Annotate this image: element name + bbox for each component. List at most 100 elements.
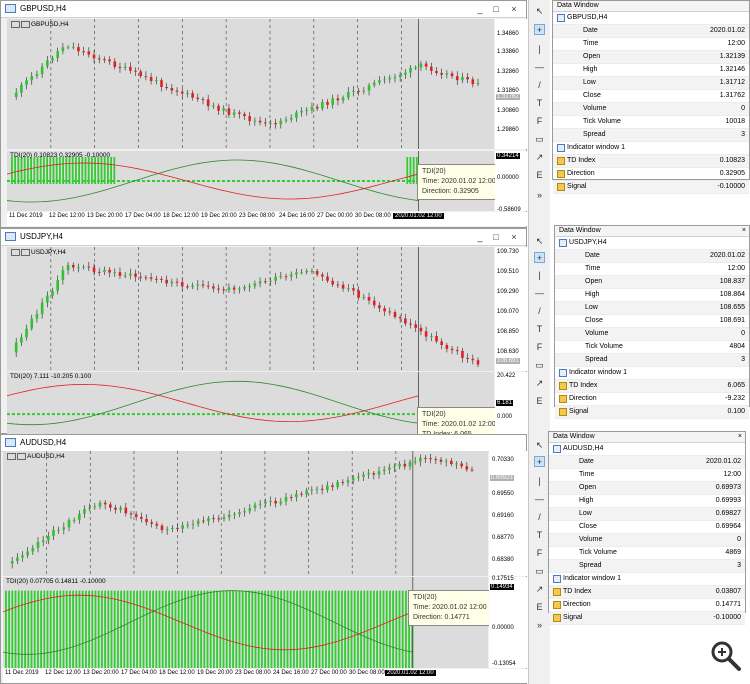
vertical-line-icon[interactable]: | (538, 476, 541, 486)
more-icon[interactable]: » (536, 620, 542, 630)
crosshair-icon[interactable]: + (534, 456, 545, 467)
window-titlebar[interactable]: USDJPY,H4 _ □ × (1, 229, 526, 246)
td-bar (43, 590, 46, 668)
candle (118, 272, 122, 276)
price-chart[interactable]: AUDUSD,H4 (3, 451, 488, 576)
arrows-icon[interactable]: ↗ (535, 152, 544, 162)
vertical-line-icon[interactable]: | (538, 44, 541, 54)
candle (232, 287, 236, 290)
candle (114, 507, 117, 510)
window-titlebar[interactable]: GBPUSD,H4 _ □ × (1, 1, 526, 18)
trendline-icon[interactable]: / (538, 512, 541, 522)
indicator-icon (559, 382, 567, 390)
close-icon[interactable]: × (737, 433, 742, 440)
fibonacci-icon[interactable]: F (536, 342, 543, 352)
elliott-icon[interactable]: E (536, 170, 543, 180)
fibonacci-icon[interactable]: F (536, 548, 543, 558)
candle (269, 500, 272, 502)
price-chart[interactable]: GBPUSD,H4 (7, 19, 494, 149)
chart-window-gbpusd[interactable]: GBPUSD,H4 _ □ × GBPUSD,H4 1.34860 1.3386… (0, 0, 527, 228)
td-bar (337, 590, 340, 668)
chart-window-audusd[interactable]: AUDUSD,H4 AUDUSD,H4 0.70330 0.69923 0.69… (0, 434, 527, 684)
td-bar (21, 590, 23, 668)
close-button[interactable]: × (511, 232, 517, 242)
indicator-group-row[interactable]: Indicator window 1 (553, 142, 749, 155)
candle (435, 335, 438, 342)
price-axis[interactable]: 1.34860 1.33860 1.32860 1.31860 1.31762 … (495, 19, 527, 149)
close-button[interactable]: × (511, 4, 517, 14)
minimize-button[interactable]: _ (477, 4, 483, 14)
indicator-pane[interactable]: TDI(20) 7.111 -10.205 0.100 TDI(20) Time… (6, 372, 501, 443)
td-bar (273, 590, 276, 668)
indicator-group-row[interactable]: Indicator window 1 (555, 367, 749, 380)
arrows-icon[interactable]: ↗ (535, 378, 544, 388)
price-axis[interactable]: 0.70330 0.69923 0.69550 0.69160 0.68770 … (489, 451, 527, 576)
symbol-row[interactable]: USDJPY,H4 (555, 237, 749, 250)
chart-window-usdjpy[interactable]: USDJPY,H4 _ □ × USDJPY,H4 109.730 109.51… (0, 228, 527, 443)
data-window-audusd[interactable]: Data Window × AUDUSD,H4 Date 2020.01.02 Ti… (548, 431, 746, 625)
shapes-icon[interactable]: ▭ (535, 566, 544, 576)
candle (279, 501, 283, 504)
text-icon[interactable]: T (536, 530, 543, 540)
text-icon[interactable]: T (536, 324, 543, 334)
shapes-icon[interactable]: ▭ (535, 360, 544, 370)
time-axis[interactable]: 11 Dec 2019 12 Dec 12:00 13 Dec 20:00 17… (7, 212, 527, 226)
symbol-row[interactable]: AUDUSD,H4 (549, 443, 745, 456)
candle (40, 66, 44, 75)
horizontal-line-icon[interactable]: — (535, 494, 544, 504)
indicator-axis[interactable]: 0.34214 0.00000 -0.58609 (495, 151, 527, 213)
cursor-icon[interactable]: ↖ (535, 440, 544, 450)
indicator-pane[interactable]: TDI(20) 0.07705 0.14811 -0.10000 TDI(20)… (2, 577, 492, 668)
candle (378, 305, 381, 309)
crosshair-icon[interactable]: + (534, 252, 545, 263)
indicator-axis[interactable]: 20.422 6.181 0.000 (495, 372, 527, 434)
horizontal-line-icon[interactable]: — (535, 288, 544, 298)
symbol-row[interactable]: GBPUSD,H4 (553, 12, 749, 25)
cursor-icon[interactable]: ↖ (535, 236, 544, 246)
indicator-axis[interactable]: 0.17515 0.14934 0.00000 -0.13054 (489, 576, 527, 668)
window-titlebar[interactable]: AUDUSD,H4 (1, 435, 526, 452)
minimize-button[interactable]: _ (477, 232, 483, 242)
candle (46, 60, 49, 67)
td-bar (267, 590, 270, 668)
candle (300, 493, 303, 495)
indicator-group-row[interactable]: Indicator window 1 (549, 573, 745, 586)
indicator-pane[interactable]: TDI(20) 0.10823 0.32905 -0.10000 TDI(20)… (6, 151, 501, 211)
trendline-icon[interactable]: / (538, 80, 541, 90)
candle (414, 67, 418, 69)
time-tick: 13 Dec 20:00 (83, 670, 119, 676)
vertical-line-icon[interactable]: | (538, 270, 541, 280)
price-chart[interactable]: USDJPY,H4 (7, 247, 494, 371)
close-icon[interactable]: × (741, 227, 746, 234)
indicator-label: TDI(20) 7.111 -10.205 0.100 (10, 373, 92, 380)
data-window-usdjpy[interactable]: Data Window × USDJPY,H4 Date 2020.01.02 Ti… (554, 225, 750, 419)
maximize-button[interactable]: □ (493, 232, 499, 242)
more-icon[interactable]: » (536, 190, 542, 200)
zoom-in-icon[interactable] (708, 638, 742, 672)
fibonacci-icon[interactable]: F (536, 116, 543, 126)
td-bar (200, 590, 202, 668)
candle (471, 79, 475, 85)
candle (372, 473, 376, 475)
data-row: Tick Volume 4804 (555, 341, 749, 354)
trendline-icon[interactable]: / (538, 306, 541, 316)
elliott-icon[interactable]: E (536, 602, 543, 612)
maximize-button[interactable]: □ (493, 4, 499, 14)
candle (97, 58, 101, 60)
shapes-icon[interactable]: ▭ (535, 134, 544, 144)
data-window-gbpusd[interactable]: Data Window GBPUSD,H4 Date 2020.01.02 Tim… (552, 0, 750, 194)
candle (326, 276, 329, 281)
candle (144, 277, 148, 279)
time-axis[interactable]: 11 Dec 2019 12 Dec 12:00 13 Dec 20:00 17… (3, 669, 527, 683)
td-bar (193, 590, 196, 668)
arrows-icon[interactable]: ↗ (535, 584, 544, 594)
candle (243, 511, 246, 513)
price-axis[interactable]: 109.730 109.510 109.290 109.070 108.850 … (495, 247, 527, 371)
crosshair-icon[interactable]: + (534, 24, 545, 35)
candle (315, 106, 319, 109)
horizontal-line-icon[interactable]: — (535, 62, 544, 72)
price-tick: 1.31860 (497, 88, 519, 94)
cursor-icon[interactable]: ↖ (535, 6, 544, 16)
text-icon[interactable]: T (536, 98, 543, 108)
elliott-icon[interactable]: E (536, 396, 543, 406)
